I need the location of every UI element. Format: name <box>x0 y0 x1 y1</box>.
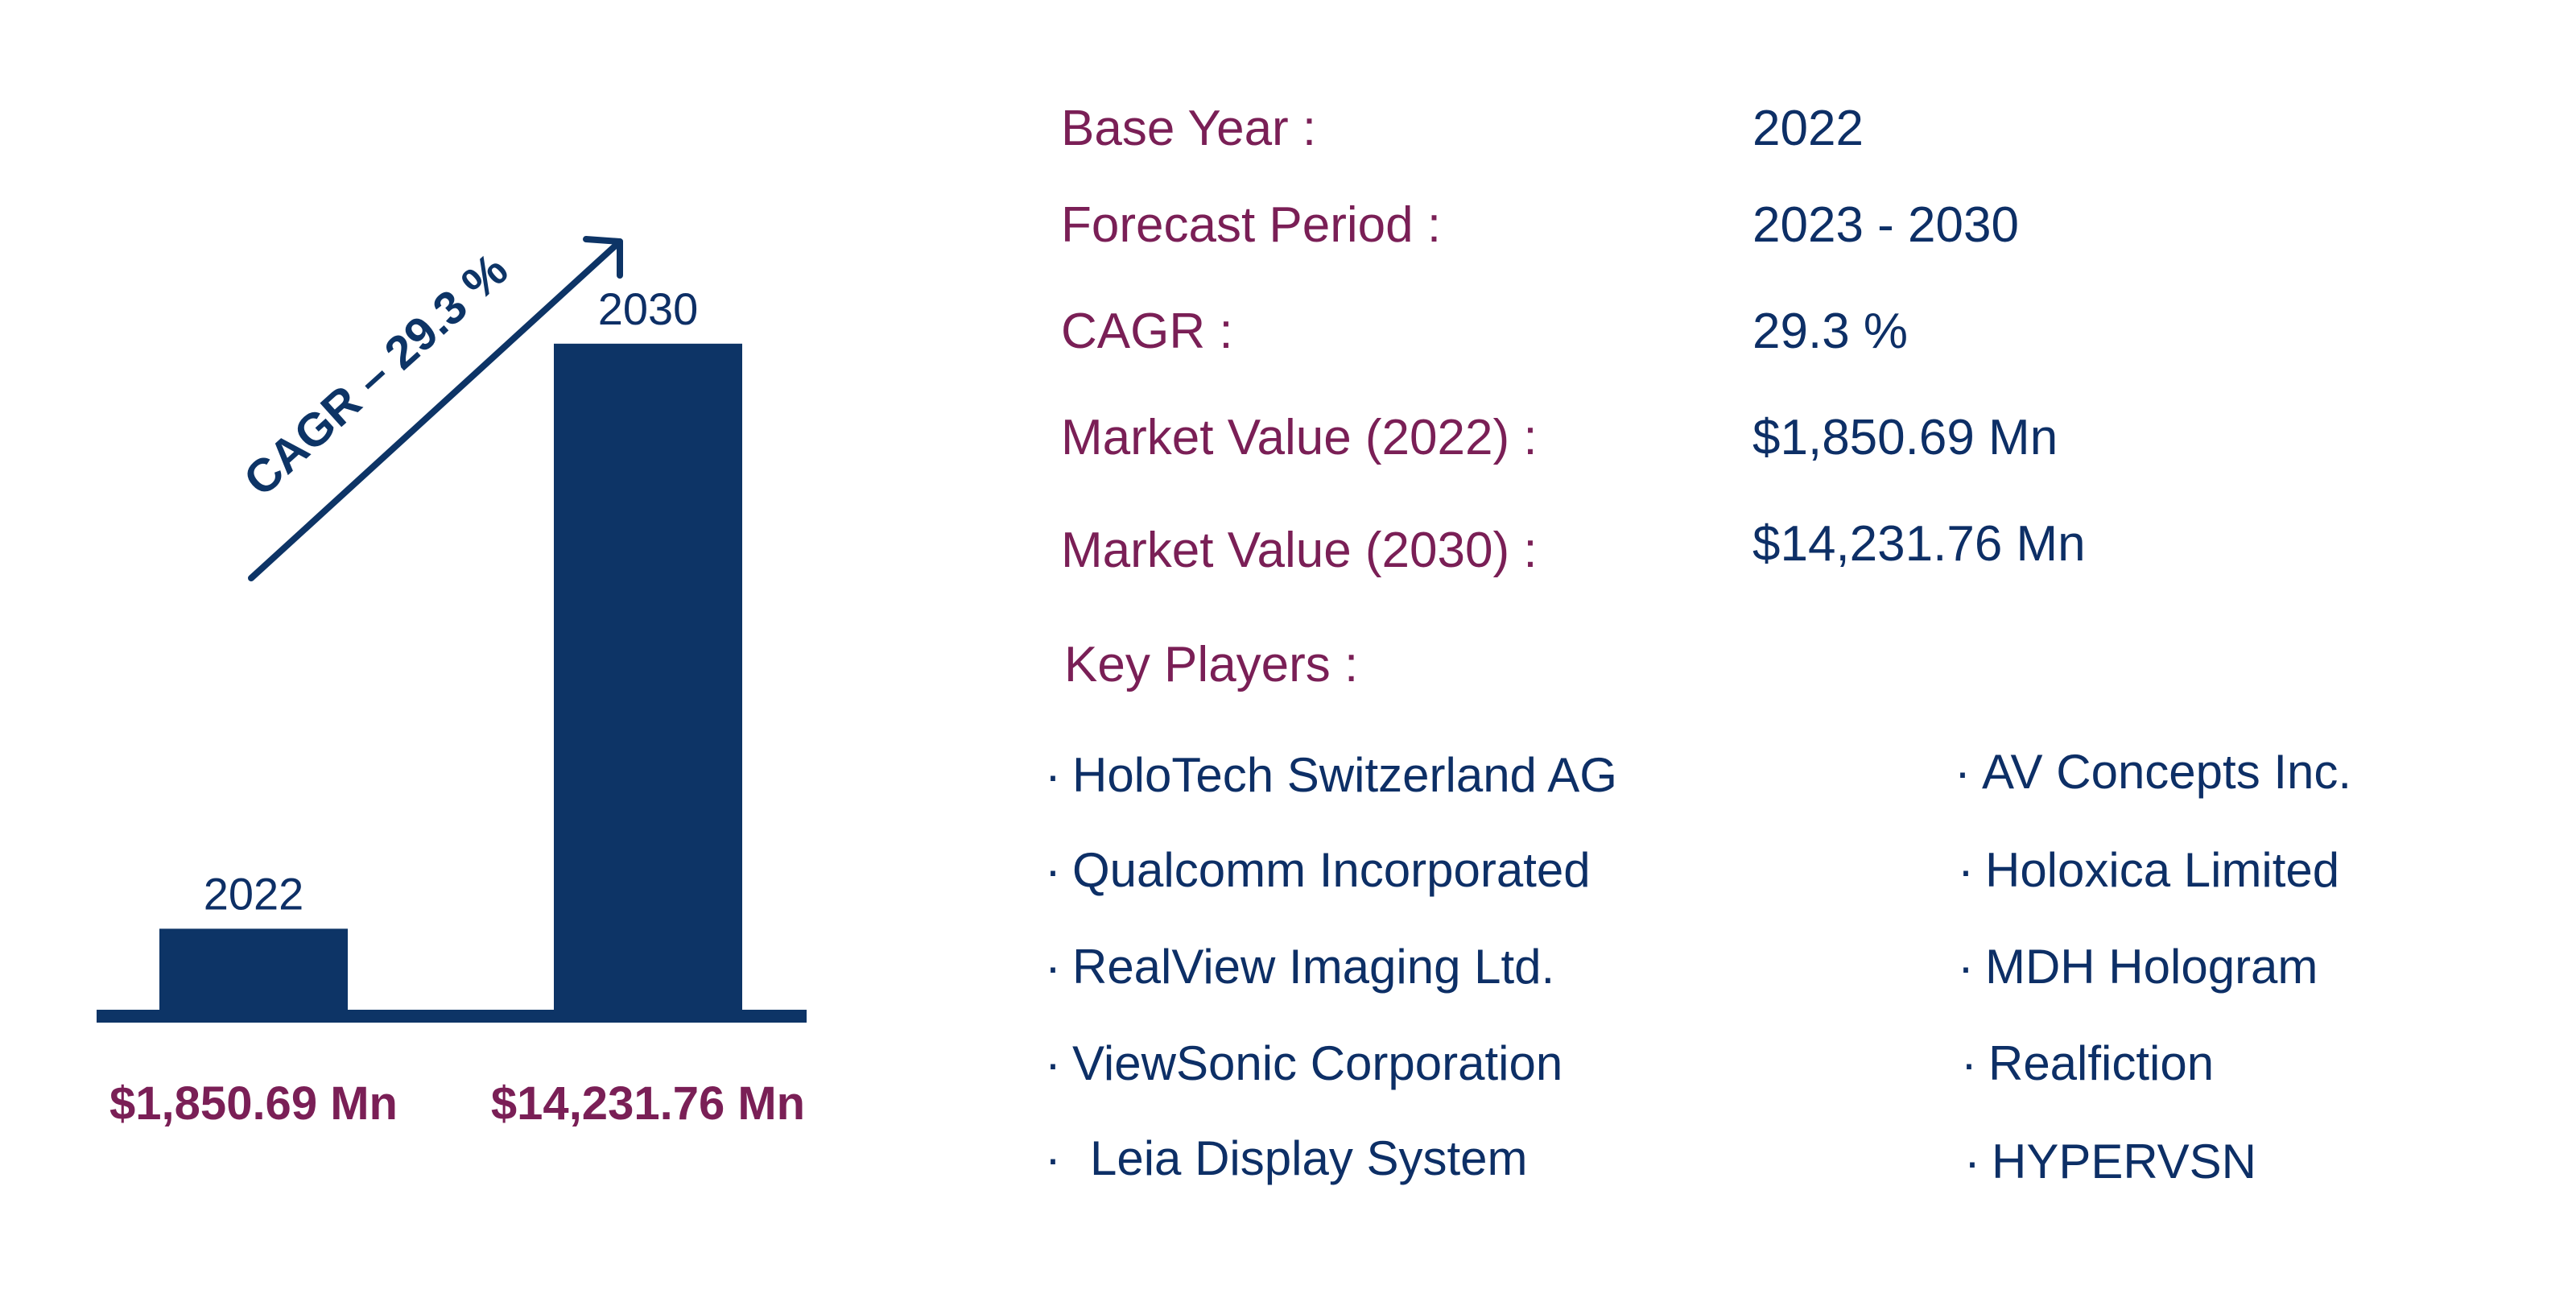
bullet-icon: · <box>1045 940 1061 994</box>
value-label-2022: $1,850.69 Mn <box>109 1077 398 1130</box>
bullet-icon: · <box>1964 1135 1980 1188</box>
player-name: AV Concepts Inc. <box>1981 745 2352 799</box>
info-value-market-value-2030: $14,231.76 Mn <box>1752 516 2086 572</box>
player-name: Holoxica Limited <box>1984 843 2340 897</box>
bar-2030 <box>554 343 742 1016</box>
player-item: · Qualcomm Incorporated <box>1045 842 1591 898</box>
player-name: HoloTech Switzerland AG <box>1071 748 1617 802</box>
bullet-icon: · <box>1958 843 1974 897</box>
player-name: Leia Display System <box>1089 1131 1528 1185</box>
player-item: · HoloTech Switzerland AG <box>1045 747 1617 803</box>
info-value-forecast-period: 2023 - 2030 <box>1752 197 2019 253</box>
player-item: · ViewSonic Corporation <box>1045 1036 1563 1091</box>
category-label-2030: 2030 <box>598 283 699 334</box>
info-label-market-value-2022: Market Value (2022) : <box>1061 410 1538 465</box>
info-label-cagr: CAGR : <box>1061 304 1233 359</box>
bullet-icon: · <box>1045 1131 1061 1185</box>
bar-2022 <box>159 928 348 1016</box>
player-item: · Realfiction <box>1961 1036 2214 1091</box>
cagr-arrow <box>248 236 623 581</box>
player-item: · Leia Display System <box>1045 1131 1528 1186</box>
info-value-market-value-2022: $1,850.69 Mn <box>1752 410 2058 465</box>
player-name: ViewSonic Corporation <box>1071 1036 1563 1090</box>
info-label-forecast-period: Forecast Period : <box>1061 197 1442 253</box>
player-name: MDH Hologram <box>1984 940 2318 994</box>
info-value-base-year: 2022 <box>1752 101 1864 156</box>
player-name: Realfiction <box>1988 1036 2215 1090</box>
info-label-market-value-2030: Market Value (2030) : <box>1061 523 1538 578</box>
key-players-label: Key Players : <box>1064 637 1359 692</box>
player-item: · Holoxica Limited <box>1958 842 2339 898</box>
bullet-icon: · <box>1045 748 1061 802</box>
player-item: · AV Concepts Inc. <box>1955 744 2351 800</box>
value-label-2030: $14,231.76 Mn <box>491 1077 805 1130</box>
bullet-icon: · <box>1961 1036 1977 1090</box>
player-item: · HYPERVSN <box>1964 1134 2256 1189</box>
player-item: · RealView Imaging Ltd. <box>1045 939 1554 994</box>
info-label-base-year: Base Year : <box>1061 101 1317 156</box>
player-name: HYPERVSN <box>1991 1135 2256 1188</box>
info-value-cagr: 29.3 % <box>1752 304 1909 359</box>
bullet-icon: · <box>1045 843 1061 897</box>
player-item: · MDH Hologram <box>1958 939 2318 994</box>
bullet-icon: · <box>1955 745 1971 799</box>
category-label-2022: 2022 <box>204 868 304 919</box>
player-name: Qualcomm Incorporated <box>1071 843 1591 897</box>
bullet-icon: · <box>1958 940 1974 994</box>
bullet-icon: · <box>1045 1036 1061 1090</box>
player-name: RealView Imaging Ltd. <box>1071 940 1555 994</box>
